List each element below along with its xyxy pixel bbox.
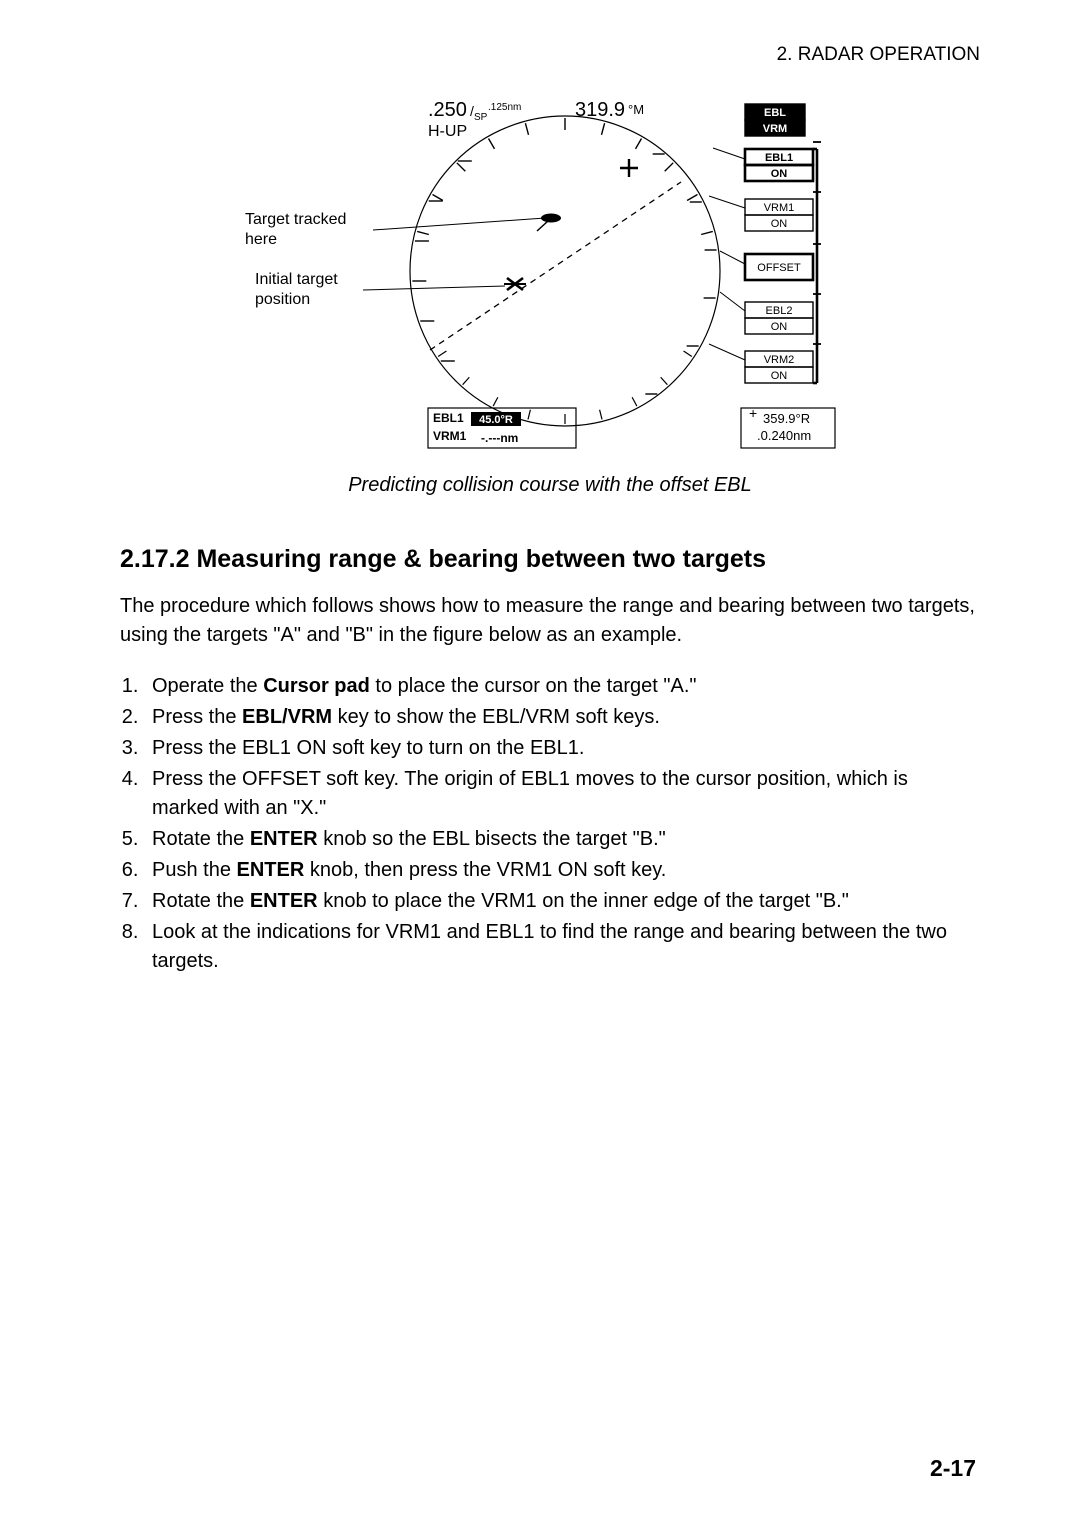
svg-text:VRM: VRM [763, 123, 787, 135]
section-heading: 2.17.2 Measuring range & bearing between… [120, 545, 980, 574]
svg-text:VRM1: VRM1 [433, 429, 467, 443]
svg-text:ON: ON [771, 168, 788, 180]
svg-text:45.0°R: 45.0°R [479, 414, 513, 426]
svg-text:OFFSET: OFFSET [757, 262, 801, 274]
step-item: Rotate the ENTER knob to place the VRM1 … [144, 887, 980, 916]
page-number: 2-17 [930, 1455, 976, 1482]
svg-text:.0.240nm: .0.240nm [757, 428, 811, 443]
step-item: Look at the indications for VRM1 and EBL… [144, 918, 980, 976]
svg-text:position: position [255, 291, 310, 308]
step-item: Push the ENTER knob, then press the VRM1… [144, 856, 980, 885]
svg-text:Target tracked: Target tracked [245, 211, 346, 228]
section-intro: The procedure which follows shows how to… [120, 592, 980, 650]
step-item: Press the EBL/VRM key to show the EBL/VR… [144, 703, 980, 732]
svg-text:359.9°R: 359.9°R [763, 411, 810, 426]
svg-text:ON: ON [771, 218, 788, 230]
svg-text:319.9: 319.9 [575, 99, 625, 121]
svg-text:H-UP: H-UP [428, 123, 467, 140]
svg-text:+: + [749, 405, 757, 421]
step-item: Press the OFFSET soft key. The origin of… [144, 765, 980, 823]
step-item: Operate the Cursor pad to place the curs… [144, 672, 980, 701]
svg-text:ON: ON [771, 370, 788, 382]
svg-text:EBL2: EBL2 [766, 305, 793, 317]
svg-text:.125nm: .125nm [488, 102, 521, 113]
svg-text:°M: °M [628, 102, 644, 117]
svg-text:.250: .250 [428, 99, 467, 121]
svg-text:SP: SP [474, 112, 488, 123]
svg-text:EBL1: EBL1 [765, 152, 793, 164]
figure-caption: Predicting collision course with the off… [120, 474, 980, 497]
svg-text:EBL1: EBL1 [433, 411, 464, 425]
page-header: 2. RADAR OPERATION [120, 44, 980, 66]
step-item: Press the EBL1 ON soft key to turn on th… [144, 734, 980, 763]
svg-text:ON: ON [771, 321, 788, 333]
radar-diagram: Target tracked here Initial target position… [245, 96, 855, 456]
step-item: Rotate the ENTER knob so the EBL bisects… [144, 825, 980, 854]
svg-text:here: here [245, 231, 277, 248]
svg-text:Initial target: Initial target [255, 271, 338, 288]
svg-text:-.---nm: -.---nm [481, 431, 518, 445]
svg-text:VRM1: VRM1 [764, 202, 795, 214]
svg-text:EBL: EBL [764, 107, 786, 119]
svg-text:VRM2: VRM2 [764, 354, 795, 366]
steps-list: Operate the Cursor pad to place the curs… [120, 672, 980, 976]
